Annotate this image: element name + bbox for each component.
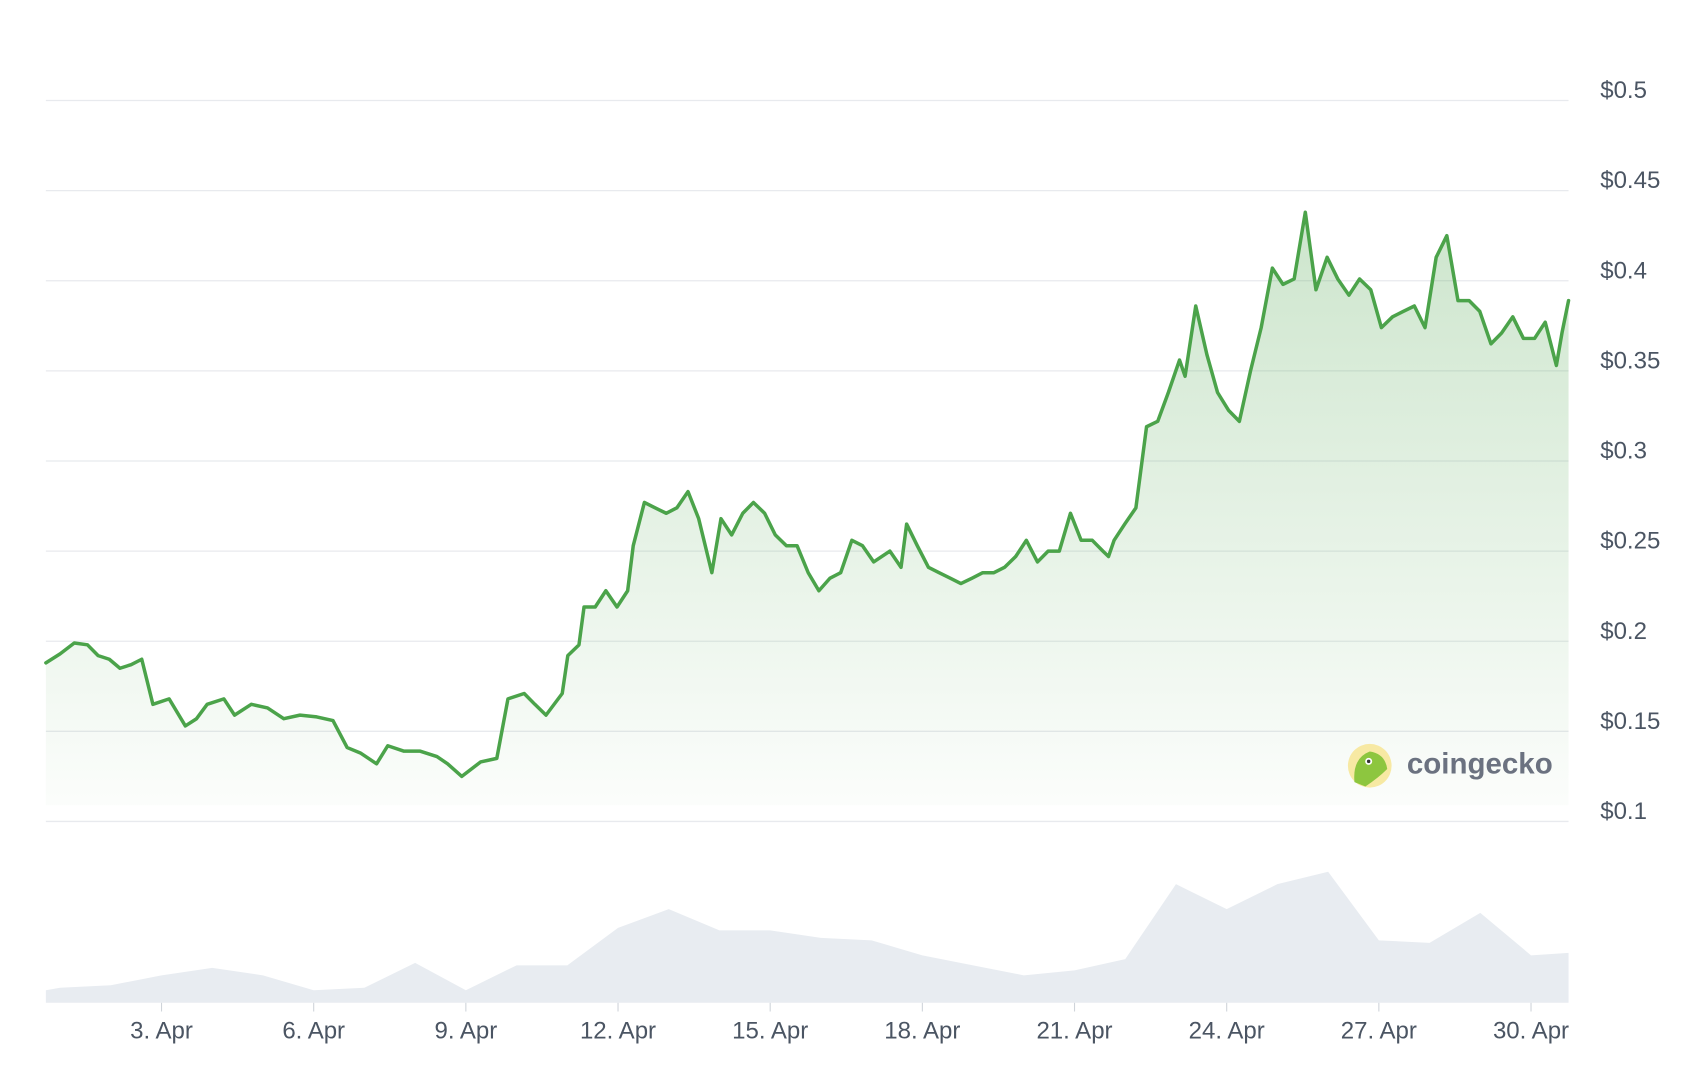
volume-area	[45, 871, 1569, 1003]
x-tick-label: 30. Apr	[1493, 1018, 1569, 1045]
x-tick-label: 21. Apr	[1036, 1018, 1112, 1045]
y-tick-label: $0.5	[1600, 77, 1647, 104]
watermark: coingecko	[1347, 743, 1553, 788]
y-tick-label: $0.4	[1600, 257, 1647, 284]
y-tick-label: $0.2	[1600, 618, 1647, 645]
y-tick-label: $0.15	[1600, 708, 1660, 735]
price-line	[44, 210, 1571, 779]
x-tick-label: 3. Apr	[130, 1018, 193, 1045]
x-tick-label: 18. Apr	[884, 1018, 960, 1045]
x-tick-label: 15. Apr	[732, 1018, 808, 1045]
y-tick-label: $0.35	[1600, 347, 1660, 374]
price	[44, 210, 1571, 806]
watermark-text: coingecko	[1407, 748, 1553, 781]
y-tick-label: $0.45	[1600, 167, 1660, 194]
y-tick-label: $0.25	[1600, 528, 1660, 555]
y-tick-label: $0.1	[1600, 798, 1647, 825]
axes: $0.1 $0.15 $0.2 $0.25 $0.3 $0.35 $0.4 $0.45 $0.5…	[130, 77, 1660, 1044]
volume	[45, 871, 1569, 1003]
x-tick-label: 27. Apr	[1341, 1018, 1417, 1045]
y-tick-label: $0.3	[1600, 438, 1647, 465]
x-tick-label: 12. Apr	[580, 1018, 656, 1045]
logo-body	[1354, 751, 1388, 787]
x-tick-label: 24. Apr	[1189, 1018, 1265, 1045]
price-area	[45, 212, 1569, 806]
logo-pupil	[1366, 759, 1371, 764]
x-tick-label: 9. Apr	[434, 1018, 497, 1045]
x-tick-label: 6. Apr	[282, 1018, 345, 1045]
